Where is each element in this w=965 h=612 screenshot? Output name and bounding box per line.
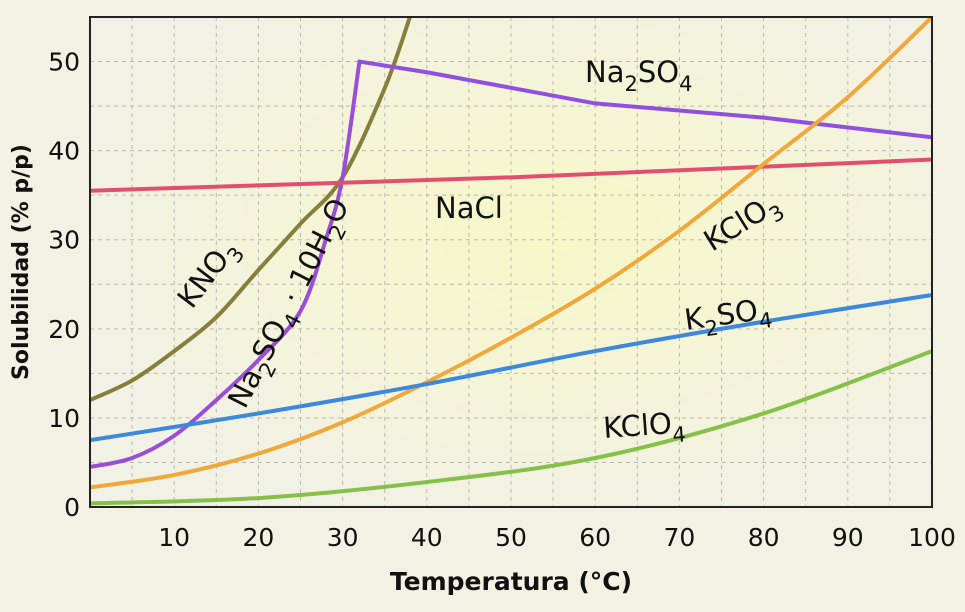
x-tick-label: 10 xyxy=(158,523,190,552)
series-line-kclo3 xyxy=(90,17,932,490)
tick-labels: 10 20 30 40 50 60 70 80 90 100 0 10 20 30 40 50 xyxy=(48,48,956,552)
series-label-k2so4: K2SO4 xyxy=(682,291,774,344)
y-tick-label: 20 xyxy=(48,315,80,344)
x-tick-label: 20 xyxy=(242,523,274,552)
series-label-kclo4: KClO4 xyxy=(602,405,687,452)
y-tick-label: 30 xyxy=(48,226,80,255)
x-tick-label: 80 xyxy=(748,523,780,552)
series-line-na2so4-10h2o xyxy=(90,59,362,469)
series-line-na2so4 xyxy=(357,59,932,140)
plot-frame xyxy=(89,16,933,508)
y-tick-label: 0 xyxy=(64,493,80,522)
x-tick-label: 100 xyxy=(908,523,956,552)
x-axis-label: Temperatura (°C) xyxy=(390,567,632,596)
y-axis-label: Solubilidad (% p/p) xyxy=(9,144,34,380)
y-tick-label: 40 xyxy=(48,137,80,166)
series-label-na2so4: Na2SO4 xyxy=(585,55,692,96)
series-lines xyxy=(90,17,932,506)
series-line-k2so4 xyxy=(90,292,932,443)
x-tick-label: 60 xyxy=(579,523,611,552)
series-label-nacl: NaCl xyxy=(435,191,503,225)
series-line-kclo4 xyxy=(90,349,932,506)
y-tick-label: 50 xyxy=(48,48,80,77)
x-tick-label: 30 xyxy=(327,523,359,552)
x-tick-label: 70 xyxy=(663,523,695,552)
x-tick-label: 90 xyxy=(832,523,864,552)
series-line-kno3 xyxy=(90,17,412,403)
series-line-nacl xyxy=(90,157,932,193)
x-tick-label: 50 xyxy=(495,523,527,552)
y-tick-label: 10 xyxy=(48,404,80,433)
x-tick-label: 40 xyxy=(411,523,443,552)
